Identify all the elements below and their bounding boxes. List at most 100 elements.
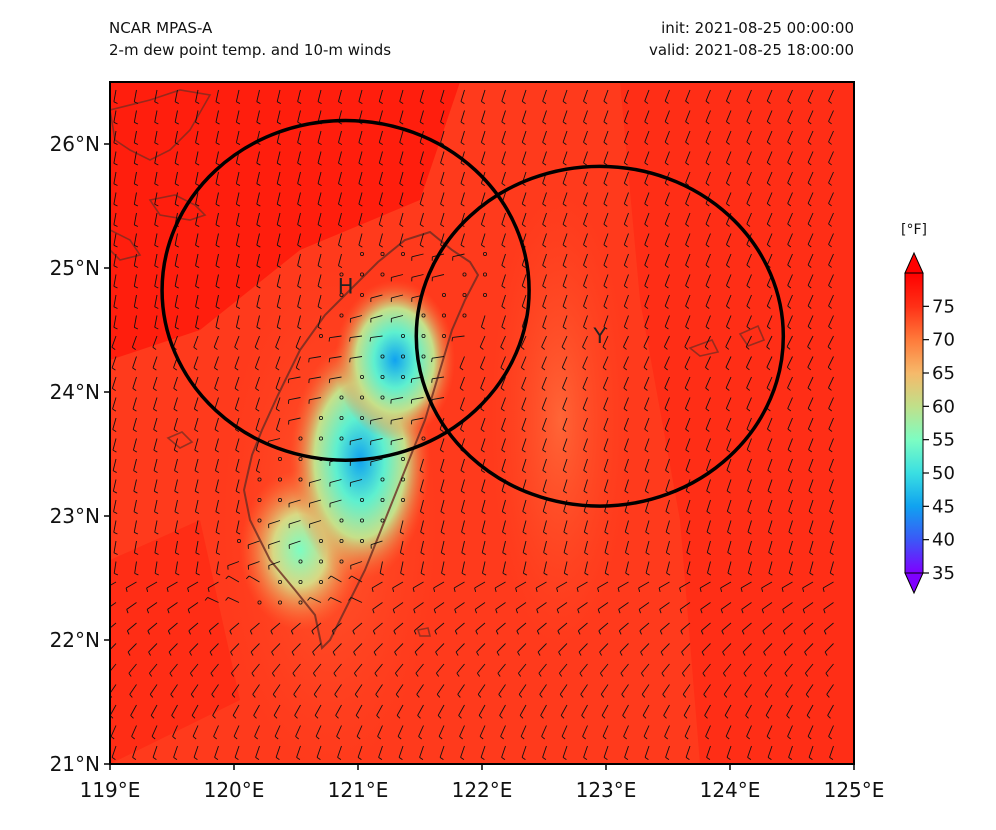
wind-barb-shaft	[271, 643, 281, 653]
wind-barb-shaft	[562, 274, 568, 286]
wind-barb-shaft	[293, 684, 301, 695]
calm-wind-marker	[359, 395, 364, 400]
wind-barb-shaft	[127, 643, 137, 653]
wind-barb-flag	[583, 428, 587, 432]
wind-barb-shaft	[111, 356, 117, 369]
wind-barb-shaft	[641, 663, 650, 674]
wind-barb-shaft	[828, 110, 834, 122]
wind-barb-shaft	[174, 192, 178, 205]
wind-barb-flag	[454, 609, 457, 614]
wind-barb-flag	[297, 203, 302, 207]
wind-barb-shaft	[562, 438, 568, 450]
wind-barb-flag	[114, 572, 119, 576]
wind-barb-shaft	[705, 171, 711, 184]
wind-barb-flag	[620, 672, 624, 677]
wind-barb-shaft	[276, 171, 281, 184]
wind-barb-shaft	[292, 663, 301, 674]
wind-barb-shaft	[479, 725, 486, 737]
wind-barb-shaft	[154, 561, 158, 574]
wind-barb-shaft	[501, 417, 506, 430]
wind-barb-shaft	[312, 643, 322, 653]
wind-barb-shaft	[643, 725, 650, 737]
wind-barb-shaft	[297, 192, 301, 205]
wind-barb-shaft	[195, 89, 199, 102]
wind-barb-flag	[348, 597, 352, 601]
wind-barb-flag	[664, 326, 669, 330]
wind-barb-shaft	[558, 643, 568, 653]
wind-barb-shaft	[418, 725, 424, 737]
wind-barb-shaft	[543, 540, 547, 553]
wind-barb-shaft	[723, 684, 732, 695]
wind-barb-flag	[481, 511, 486, 514]
wind-barb-flag	[399, 224, 404, 227]
wind-barb-flag	[460, 142, 465, 145]
wind-barb-shaft	[313, 684, 322, 695]
wind-barb-shaft	[623, 725, 629, 737]
wind-barb-flag	[746, 182, 751, 186]
wind-barb-flag	[295, 346, 300, 350]
wind-barb-shaft	[768, 540, 773, 553]
wind-barb-shaft	[173, 376, 178, 389]
wind-barb-flag	[576, 587, 579, 592]
wind-barb-shaft	[807, 212, 814, 225]
wind-barb-flag	[134, 265, 139, 268]
wind-barb-shaft	[802, 602, 814, 610]
wind-barb-shaft	[541, 397, 547, 409]
wind-barb-flag	[495, 630, 499, 635]
wind-barb-shaft	[375, 684, 383, 695]
wind-barb-flag	[113, 183, 118, 186]
wind-barb-shaft	[664, 417, 670, 430]
wind-barb-flag	[146, 609, 149, 614]
calm-wind-marker	[339, 436, 344, 441]
wind-barb-flag	[174, 449, 179, 453]
wind-barb-shaft	[495, 602, 506, 610]
wind-barb-flag	[747, 511, 752, 514]
wind-barb-shaft	[168, 643, 178, 653]
wind-barb-shaft	[132, 356, 137, 368]
wind-barb-flag	[598, 630, 601, 635]
wind-barb-flag	[680, 630, 683, 635]
colorbar-tick-label: 50	[932, 463, 955, 484]
wind-barb-shaft	[133, 479, 137, 492]
wind-barb-shaft	[113, 499, 117, 512]
wind-barb-shaft	[133, 89, 137, 102]
wind-barb-shaft	[358, 192, 363, 205]
wind-barb-flag	[395, 694, 400, 698]
wind-barb-shaft	[132, 438, 137, 451]
wind-barb-shaft	[787, 274, 793, 286]
wind-barb-flag	[397, 736, 402, 740]
wind-barb-flag	[644, 264, 649, 268]
calm-wind-marker	[359, 374, 364, 379]
wind-barb-flag	[521, 449, 526, 453]
wind-barb-flag	[399, 244, 404, 248]
wind-barb-shaft	[644, 151, 650, 163]
wind-barb-shaft	[623, 335, 629, 348]
wind-barb-shaft	[501, 499, 506, 512]
wind-barb-shaft	[705, 356, 711, 368]
wind-barb-shaft	[154, 130, 158, 143]
calm-wind-marker	[277, 456, 282, 461]
wind-barb-shaft	[807, 89, 814, 102]
wind-barb-shaft	[113, 253, 117, 266]
wind-barb-flag	[768, 572, 773, 576]
wind-barb-flag	[704, 715, 708, 719]
wind-barb-flag	[725, 346, 730, 350]
wind-barb-shaft	[354, 684, 363, 695]
wind-barb-flag	[766, 305, 771, 309]
wind-barb-flag	[455, 651, 459, 656]
wind-barb-flag	[603, 449, 608, 453]
wind-barb-shaft	[583, 110, 588, 122]
wind-barb-flag	[665, 531, 670, 535]
wind-barb-shaft	[583, 233, 588, 245]
wind-barb-shaft	[583, 212, 588, 225]
wind-barb-flag	[374, 672, 378, 677]
wind-barb-flag	[272, 672, 276, 677]
wind-barb-shaft	[685, 417, 691, 430]
wind-barb-shaft	[353, 643, 363, 653]
wind-barb-flag	[746, 408, 751, 412]
wind-barb-flag	[474, 587, 477, 592]
wind-barb-shaft	[665, 499, 670, 512]
wind-barb-flag	[624, 511, 629, 514]
wind-barb-shaft	[132, 745, 137, 758]
wind-barb-flag	[542, 449, 547, 453]
